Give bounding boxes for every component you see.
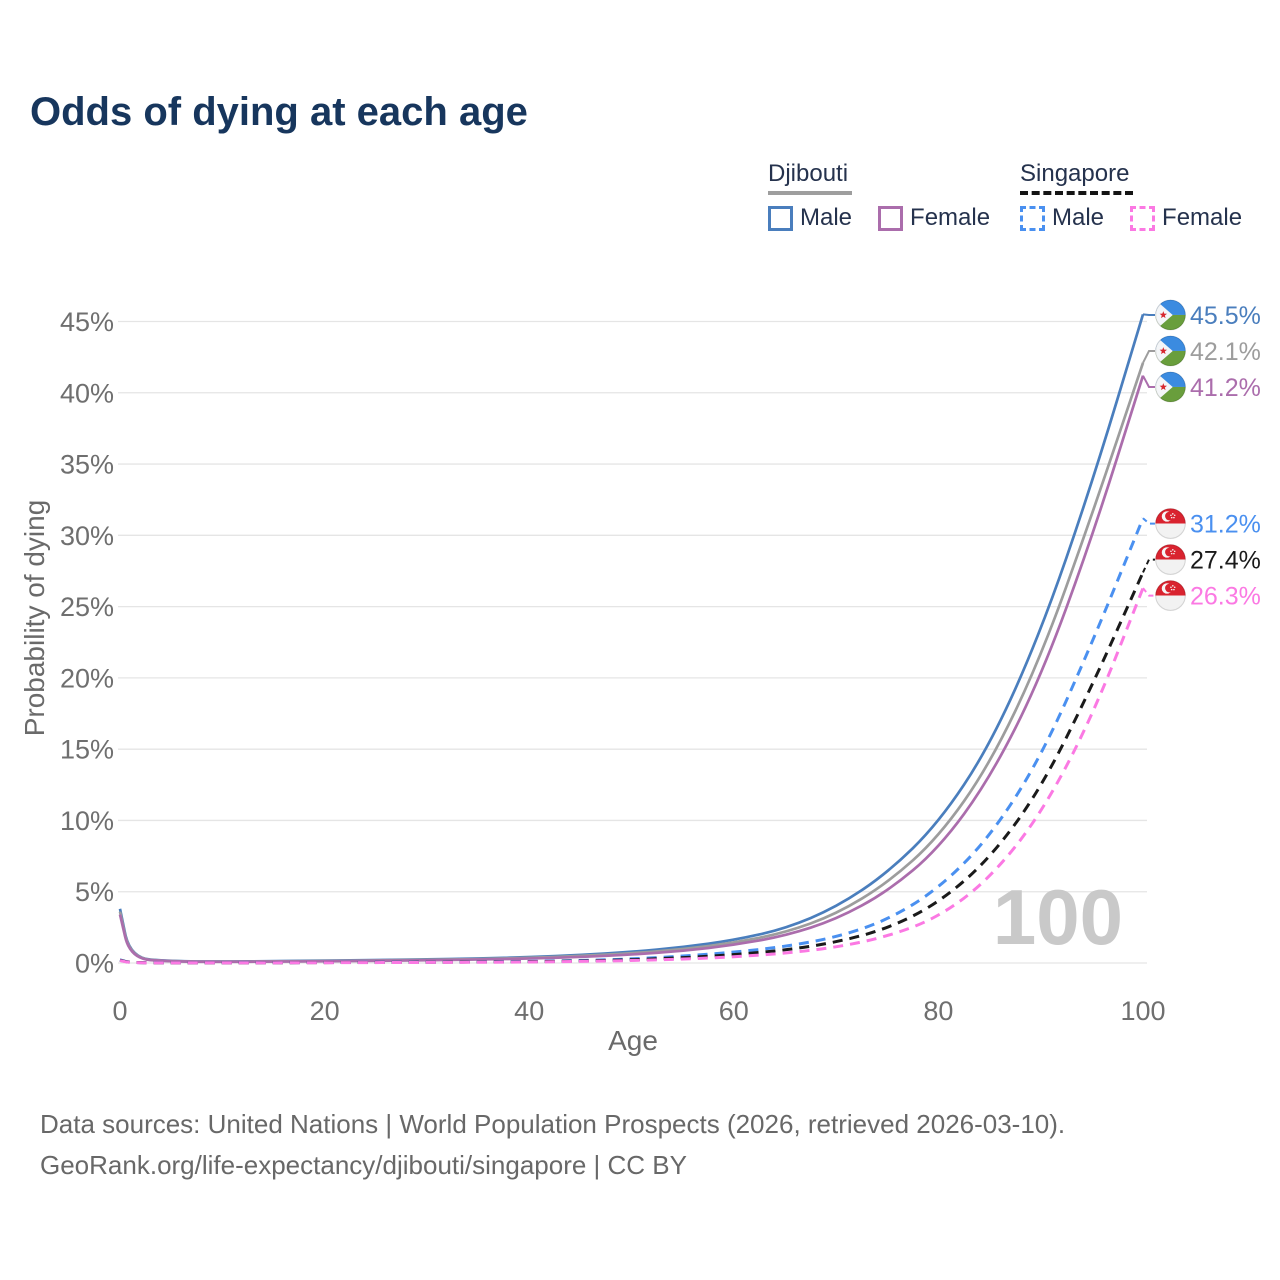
y-tick-label: 45% bbox=[60, 307, 114, 337]
legend-country-djibouti[interactable]: Djibouti bbox=[768, 160, 853, 195]
djibouti-male-swatch-icon bbox=[768, 205, 793, 231]
age-counter-watermark: 100 bbox=[993, 873, 1123, 961]
x-tick-label: 40 bbox=[514, 996, 544, 1026]
y-tick-label: 25% bbox=[60, 592, 114, 622]
x-tick-label: 20 bbox=[310, 996, 340, 1026]
leader-line-djibouti-male bbox=[1142, 313, 1155, 316]
legend-label-singapore-male: Male bbox=[1052, 204, 1105, 231]
x-axis-title: Age bbox=[608, 1025, 658, 1056]
legend-item-djibouti-female[interactable]: Female bbox=[878, 204, 990, 232]
series-lines bbox=[118, 313, 1145, 965]
series-line-djibouti-male[interactable] bbox=[118, 313, 1145, 963]
y-tick-label: 35% bbox=[60, 450, 114, 480]
singapore-flag-icon bbox=[1155, 580, 1186, 611]
footer-data-sources: Data sources: United Nations | World Pop… bbox=[40, 1109, 1066, 1139]
end-value-annotations: 45.5% 42.1% 41.2% 31.2% 27.4% 26.3% bbox=[1142, 299, 1261, 611]
legend-label-djibouti-male: Male bbox=[800, 204, 853, 231]
end-label-djibouti-male: 45.5% bbox=[1190, 302, 1261, 330]
legend-label-singapore-female: Female bbox=[1162, 204, 1243, 231]
y-tick-label: 0% bbox=[75, 949, 114, 979]
legend-group-djibouti: Djibouti Male Female bbox=[768, 160, 990, 232]
footer-attribution-link[interactable]: GeoRank.org/life-expectancy/djibouti/sin… bbox=[40, 1150, 687, 1180]
singapore-flag-icon bbox=[1155, 544, 1186, 575]
legend-item-djibouti-male[interactable]: Male bbox=[768, 204, 852, 232]
singapore-female-swatch-icon bbox=[1130, 205, 1156, 231]
singapore-flag-icon bbox=[1155, 508, 1186, 539]
series-line-singapore-female[interactable] bbox=[119, 587, 1145, 965]
series-line-djibouti-both[interactable] bbox=[118, 362, 1145, 963]
leader-line-djibouti-both bbox=[1142, 349, 1155, 364]
end-label-singapore-female: 26.3% bbox=[1190, 583, 1261, 611]
gridlines bbox=[118, 320, 1147, 964]
legend-item-singapore-female[interactable]: Female bbox=[1130, 204, 1242, 232]
djibouti-female-swatch-icon bbox=[878, 205, 904, 231]
x-tick-label: 80 bbox=[923, 996, 953, 1026]
legend-group-singapore: Singapore Male Female bbox=[1020, 160, 1242, 232]
end-label-djibouti-female: 41.2% bbox=[1190, 374, 1261, 402]
end-label-djibouti-both: 42.1% bbox=[1190, 338, 1261, 366]
y-tick-label: 30% bbox=[60, 521, 114, 551]
djibouti-flag-icon bbox=[1155, 299, 1186, 330]
y-tick-label: 15% bbox=[60, 735, 114, 765]
legend-item-singapore-male[interactable]: Male bbox=[1020, 204, 1104, 232]
y-axis-title: Probability of dying bbox=[19, 500, 50, 737]
x-tick-label: 0 bbox=[112, 996, 127, 1026]
x-tick-label: 100 bbox=[1120, 996, 1165, 1026]
leader-line-singapore-female bbox=[1142, 587, 1155, 597]
y-tick-label: 5% bbox=[75, 877, 114, 907]
legend-label-djibouti-female: Female bbox=[910, 204, 991, 231]
x-axis-tick-labels: 0 20 40 60 80 100 bbox=[112, 996, 1165, 1026]
leader-line-djibouti-female bbox=[1142, 375, 1155, 388]
singapore-male-swatch-icon bbox=[1020, 205, 1045, 231]
leader-line-singapore-male bbox=[1142, 517, 1155, 525]
djibouti-flag-icon bbox=[1155, 371, 1186, 402]
footer: Data sources: United Nations | World Pop… bbox=[40, 1104, 1065, 1186]
y-tick-label: 20% bbox=[60, 663, 114, 693]
y-tick-label: 10% bbox=[60, 806, 114, 836]
series-line-singapore-both[interactable] bbox=[119, 571, 1145, 965]
end-label-singapore-both: 27.4% bbox=[1190, 547, 1261, 575]
page-title: Odds of dying at each age bbox=[30, 90, 528, 134]
x-tick-label: 60 bbox=[719, 996, 749, 1026]
y-axis-tick-labels: 0% 5% 10% 15% 20% 25% 30% 35% 40% 45% bbox=[60, 307, 114, 979]
end-label-singapore-male: 31.2% bbox=[1190, 511, 1261, 539]
legend-country-singapore[interactable]: Singapore bbox=[1020, 160, 1134, 195]
leader-line-singapore-both bbox=[1142, 558, 1155, 573]
y-tick-label: 40% bbox=[60, 378, 114, 408]
series-line-djibouti-female[interactable] bbox=[118, 375, 1145, 964]
djibouti-flag-icon bbox=[1155, 335, 1186, 366]
